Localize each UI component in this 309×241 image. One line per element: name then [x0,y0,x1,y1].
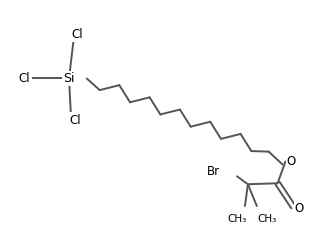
Text: Cl: Cl [71,27,83,40]
Text: Cl: Cl [69,114,81,127]
Text: O: O [287,155,296,168]
Text: Br: Br [207,165,220,178]
Text: O: O [295,202,304,215]
Text: CH₃: CH₃ [227,214,247,224]
Text: Si: Si [63,72,75,85]
Text: CH₃: CH₃ [257,214,276,224]
Text: Cl: Cl [19,72,30,85]
